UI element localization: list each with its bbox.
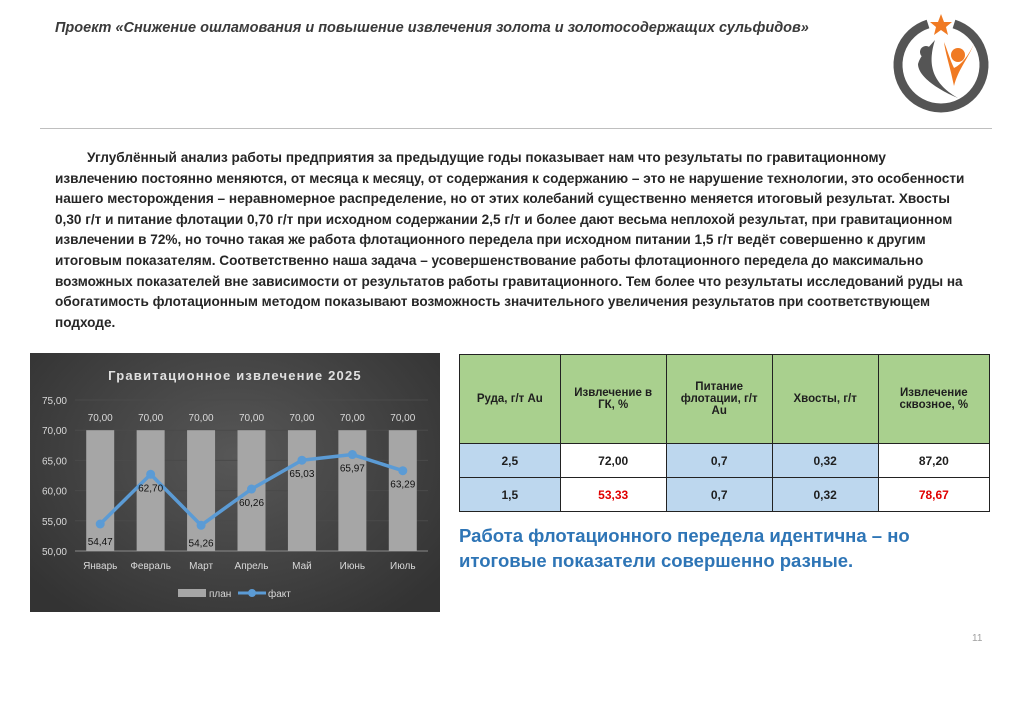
cell-flotation-feed: 0,7 (665, 443, 773, 478)
y-tick-label: 60,00 (42, 487, 67, 498)
bar-data-label: 70,00 (189, 413, 214, 424)
bar-plan (287, 430, 316, 551)
cell-ore: 2,5 (459, 443, 561, 478)
x-tick-label: Февраль (130, 561, 171, 572)
line-point (146, 469, 156, 479)
x-tick-label: Июнь (340, 561, 365, 572)
x-tick-label: Июль (390, 561, 416, 572)
header-ore: Руда, г/т Au (459, 354, 561, 444)
cell-tailings: 0,32 (771, 443, 879, 478)
bar-data-label: 70,00 (390, 413, 415, 424)
line-point (196, 520, 206, 530)
bar-data-label: 70,00 (340, 413, 365, 424)
bar-plan (86, 430, 115, 551)
line-data-label: 54,26 (189, 538, 214, 549)
table-row: 2,5 72,00 0,7 0,32 87,20 (459, 443, 991, 478)
recovery-table: Руда, г/т Au Извлечение в ГК, % Питание … (459, 354, 991, 512)
cell-total-recovery: 78,67 (877, 477, 991, 512)
line-data-label: 63,29 (390, 480, 415, 491)
cell-ore: 1,5 (459, 477, 561, 512)
x-tick-label: Март (189, 561, 213, 572)
y-tick-label: 55,00 (42, 517, 67, 528)
line-data-label: 65,03 (289, 469, 314, 480)
bar-data-label: 70,00 (289, 413, 314, 424)
chart-canvas: Гравитационное извлечение 2025 50,00 55,00… (42, 368, 428, 600)
header-flotation-feed: Питание флотации, г/т Au (665, 354, 773, 444)
x-tick-label: Май (292, 561, 312, 572)
y-tick-label: 65,00 (42, 456, 67, 467)
line-point (95, 519, 105, 529)
page-number: 11 (972, 633, 983, 644)
line-data-label: 62,70 (138, 483, 163, 494)
legend-fact-marker (248, 589, 256, 597)
y-tick-label: 50,00 (42, 547, 67, 558)
header-divider (40, 128, 992, 129)
line-data-label: 54,47 (88, 537, 113, 548)
x-tick-label: Апрель (235, 561, 269, 572)
bar-data-label: 70,00 (138, 413, 163, 424)
cell-total-recovery: 87,20 (877, 443, 991, 478)
bar-plan (136, 430, 165, 551)
line-data-label: 65,97 (340, 464, 365, 475)
people-star-logo-icon (888, 12, 992, 116)
analysis-paragraph: Углублённый анализ работы предприятия за… (55, 150, 965, 330)
line-point (347, 450, 357, 460)
chart-title: Гравитационное извлечение 2025 (108, 368, 362, 383)
cell-flotation-feed: 0,7 (665, 477, 773, 512)
y-tick-label: 75,00 (42, 396, 67, 407)
title-prefix: Проект (55, 20, 116, 36)
slide-title: Проект «Снижение ошламования и повышение… (55, 18, 855, 38)
cell-gk-recovery: 72,00 (559, 443, 667, 478)
table-row: 1,5 53,33 0,7 0,32 78,67 (459, 477, 991, 512)
gravity-recovery-chart: Гравитационное извлечение 2025 50,00 55,00… (30, 353, 440, 612)
y-tick-label: 70,00 (42, 426, 67, 437)
line-point (398, 466, 408, 476)
legend-plan-label: план (209, 589, 231, 600)
line-point (297, 455, 307, 465)
title-main: «Снижение ошламования и повышение извлеч… (115, 20, 809, 36)
bar-data-label: 70,00 (239, 413, 264, 424)
line-point (247, 484, 256, 494)
bar-data-label: 70,00 (88, 413, 113, 424)
bar-plan (187, 430, 216, 551)
bar-plan (388, 430, 417, 551)
header-gk-recovery: Извлечение в ГК, % (559, 354, 667, 444)
cell-gk-recovery: 53,33 (559, 477, 667, 512)
cell-tailings: 0,32 (771, 477, 879, 512)
table-header-row: Руда, г/т Au Извлечение в ГК, % Питание … (459, 354, 991, 444)
legend-plan-swatch (178, 589, 206, 597)
x-tick-label: Январь (83, 561, 117, 572)
legend-fact-label: факт (268, 588, 291, 600)
header-total-recovery: Извлечение сквозное, % (877, 354, 991, 444)
header-tailings: Хвосты, г/т (771, 354, 879, 444)
conclusion-text: Работа флотационного передела идентична … (459, 525, 910, 571)
line-data-label: 60,26 (239, 498, 264, 509)
bar-plan (338, 430, 367, 551)
